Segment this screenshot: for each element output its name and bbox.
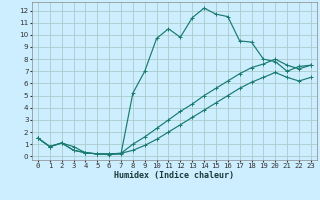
X-axis label: Humidex (Indice chaleur): Humidex (Indice chaleur): [115, 171, 234, 180]
